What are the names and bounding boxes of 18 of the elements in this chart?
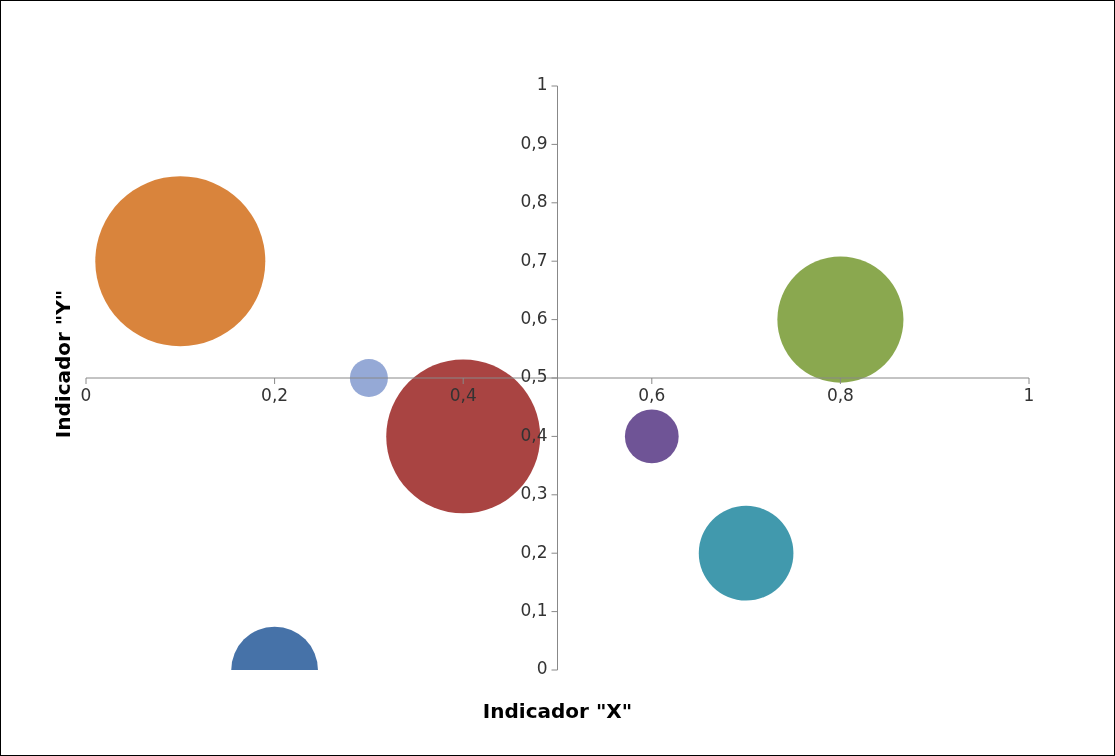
x-axis-title: Indicador "X" <box>481 699 634 723</box>
y-tick-label: 0,1 <box>520 600 548 621</box>
x-tick-label: 0 <box>80 384 92 405</box>
y-tick-label: 0 <box>536 658 548 679</box>
y-tick-label: 0,7 <box>520 249 548 270</box>
y-tick-label: 0,3 <box>520 483 548 504</box>
y-tick-label: 0,6 <box>520 308 548 329</box>
y-tick-label: 1 <box>536 74 548 95</box>
y-tick-label: 0,5 <box>520 366 548 387</box>
x-tick-label: 0,8 <box>826 384 854 405</box>
y-tick-label: 0,2 <box>520 541 548 562</box>
y-tick-label: 0,8 <box>520 191 548 212</box>
x-tick-label: 0,4 <box>449 384 477 405</box>
y-tick-label: 0,9 <box>520 132 548 153</box>
x-tick-label: 0,2 <box>261 384 289 405</box>
x-tick-label: 0,6 <box>638 384 666 405</box>
x-tick-label: 1 <box>1023 384 1035 405</box>
y-axis-title: Indicador "Y" <box>51 289 75 439</box>
